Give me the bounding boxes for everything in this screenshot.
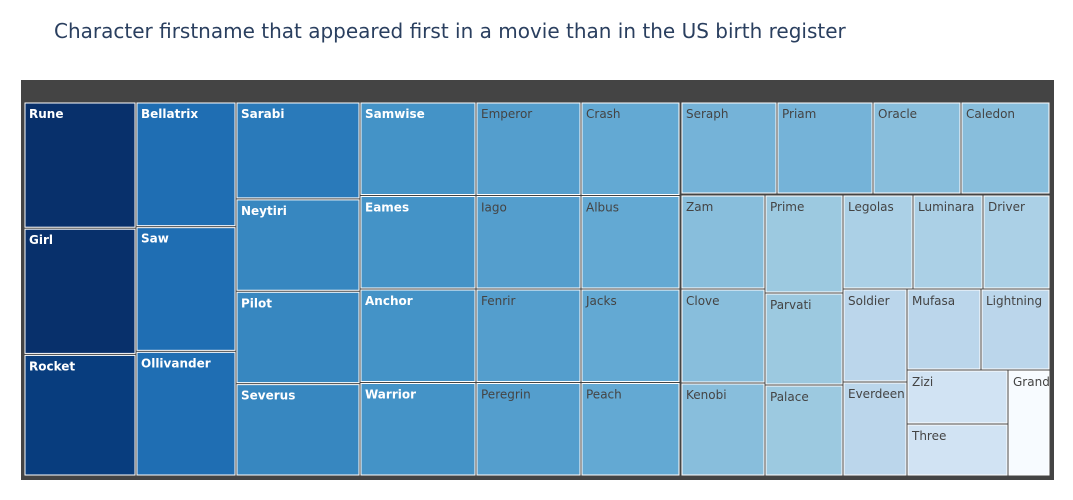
tile-label-bellatrix: Bellatrix — [141, 107, 198, 121]
tile-mufasa[interactable] — [907, 289, 981, 370]
tile-rocket[interactable] — [24, 354, 136, 476]
tile-label-eames: Eames — [365, 201, 409, 215]
tile-label-sarabi: Sarabi — [241, 107, 284, 121]
tile-label-oracle: Oracle — [878, 107, 917, 121]
tile-label-iago: Iago — [481, 201, 507, 215]
tile-priam[interactable] — [777, 102, 873, 194]
tile-iago[interactable] — [476, 196, 581, 289]
tile-driver[interactable] — [983, 195, 1050, 289]
tile-emperor[interactable] — [476, 102, 581, 195]
tile-label-crash: Crash — [586, 107, 621, 121]
treemap-tiles: Rune Girl Rocket Bellatrix Saw Ollivander Sara… — [24, 102, 1050, 476]
tile-jacks[interactable] — [581, 289, 680, 382]
tile-soldier[interactable] — [843, 289, 907, 382]
tile-neytiri[interactable] — [236, 199, 360, 291]
tile-peregrin[interactable] — [476, 383, 581, 476]
tile-label-emperor: Emperor — [481, 107, 532, 121]
tile-parvati[interactable] — [765, 293, 843, 385]
tile-label-priam: Priam — [782, 107, 816, 121]
tile-three[interactable] — [907, 424, 1008, 476]
tile-label-girl: Girl — [29, 233, 53, 247]
tile-label-kenobi: Kenobi — [686, 388, 727, 402]
tile-label-legolas: Legolas — [848, 200, 894, 214]
tile-luminara[interactable] — [913, 195, 983, 289]
tile-kenobi[interactable] — [681, 383, 765, 476]
tile-label-neytiri: Neytiri — [241, 204, 287, 218]
tile-label-anchor: Anchor — [365, 294, 413, 308]
tile-palace[interactable] — [765, 385, 843, 476]
tile-label-severus: Severus — [241, 389, 295, 403]
tile-label-lightning: Lightning — [986, 294, 1042, 308]
tile-label-peach: Peach — [586, 388, 622, 402]
tile-label-jacks: Jacks — [585, 294, 617, 308]
tile-label-clove: Clove — [686, 294, 720, 308]
tile-label-luminara: Luminara — [918, 200, 974, 214]
tile-label-mufasa: Mufasa — [912, 294, 955, 308]
tile-bellatrix[interactable] — [136, 102, 236, 227]
tile-eames[interactable] — [360, 196, 476, 289]
tile-label-three: Three — [911, 429, 946, 443]
tile-label-albus: Albus — [586, 201, 619, 215]
tile-zam[interactable] — [681, 195, 765, 289]
tile-label-parvati: Parvati — [770, 298, 811, 312]
tile-oracle[interactable] — [873, 102, 961, 194]
tile-samwise[interactable] — [360, 102, 476, 195]
tile-label-soldier: Soldier — [848, 294, 890, 308]
tile-crash[interactable] — [581, 102, 680, 195]
tile-label-zam: Zam — [686, 200, 713, 214]
chart-title: Character firstname that appeared first … — [54, 19, 846, 43]
tile-label-driver: Driver — [988, 200, 1025, 214]
tile-fenrir[interactable] — [476, 289, 581, 382]
tile-label-saw: Saw — [141, 232, 169, 246]
tile-label-prime: Prime — [770, 200, 804, 214]
tile-anchor[interactable] — [360, 289, 476, 382]
tile-everdeen[interactable] — [843, 382, 907, 476]
tile-rune[interactable] — [24, 102, 136, 228]
tile-label-warrior: Warrior — [365, 388, 416, 402]
tile-label-caledon: Caledon — [966, 107, 1015, 121]
tile-label-peregrin: Peregrin — [481, 388, 531, 402]
tile-peach[interactable] — [581, 383, 680, 476]
tile-label-palace: Palace — [770, 390, 809, 404]
tile-pilot[interactable] — [236, 291, 360, 384]
tile-caledon[interactable] — [961, 102, 1050, 194]
tile-lightning[interactable] — [981, 289, 1050, 370]
tile-label-zizi: Zizi — [912, 375, 933, 389]
tile-girl[interactable] — [24, 228, 136, 354]
tile-label-grand: Grand — [1013, 375, 1050, 389]
tile-label-seraph: Seraph — [686, 107, 729, 121]
tile-sarabi[interactable] — [236, 102, 360, 199]
tile-label-rune: Rune — [29, 107, 63, 121]
tile-legolas[interactable] — [843, 195, 913, 289]
tile-label-fenrir: Fenrir — [481, 294, 516, 308]
tile-seraph[interactable] — [681, 102, 777, 194]
tile-ollivander[interactable] — [136, 351, 236, 476]
tile-grand[interactable] — [1008, 370, 1050, 476]
tile-label-rocket: Rocket — [29, 359, 75, 373]
tile-zizi[interactable] — [907, 370, 1008, 424]
tile-label-pilot: Pilot — [241, 296, 272, 310]
tile-saw[interactable] — [136, 227, 236, 351]
tile-label-samwise: Samwise — [365, 107, 425, 121]
tile-label-everdeen: Everdeen — [848, 387, 905, 401]
tile-clove[interactable] — [681, 289, 765, 383]
tile-warrior[interactable] — [360, 383, 476, 476]
tile-prime[interactable] — [765, 195, 843, 293]
tile-label-ollivander: Ollivander — [141, 356, 211, 370]
tile-albus[interactable] — [581, 196, 680, 289]
tile-severus[interactable] — [236, 384, 360, 476]
